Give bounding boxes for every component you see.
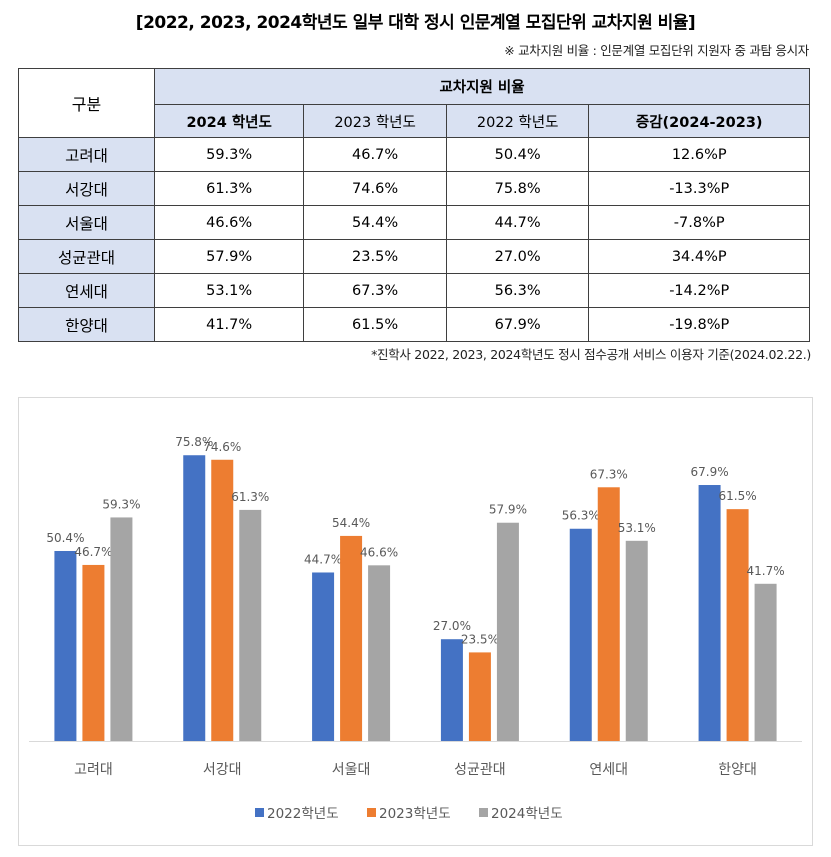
university-cell: 연세대	[18, 273, 155, 308]
data-label: 23.5%	[461, 632, 499, 646]
data-label: 50.4%	[46, 531, 84, 545]
legend-swatch	[255, 808, 264, 817]
ratio-cell-y2022: 44.7%	[445, 205, 590, 240]
definition-note: ※ 교차지원 비율 : 인문계열 모집단위 지원자 중 과탐 응시자	[504, 43, 809, 58]
legend-label: 2022학년도	[267, 806, 339, 822]
table-row: 고려대 59.3% 46.7% 50.4% 12.6%P	[18, 137, 810, 172]
data-label: 61.3%	[231, 490, 269, 504]
x-tick-label: 고려대	[74, 762, 113, 778]
ratio-cell-y2023: 67.3%	[303, 273, 447, 308]
table-row: 성균관대 57.9% 23.5% 27.0% 34.4%P	[18, 239, 810, 274]
data-label: 54.4%	[332, 516, 370, 530]
x-tick-label: 서강대	[203, 762, 242, 778]
ratio-cell-y2024: 41.7%	[153, 307, 305, 342]
bar-2022학년도-성균관대	[440, 639, 463, 741]
ratio-cell-y2024: 57.9%	[153, 239, 305, 274]
header-change: 증감(2024-2023)	[588, 104, 810, 138]
data-label: 67.3%	[590, 467, 628, 481]
ratio-cell-y2022: 27.0%	[445, 239, 590, 274]
legend-swatch	[367, 808, 376, 817]
data-label: 59.3%	[102, 497, 140, 511]
bar-2023학년도-서강대	[211, 459, 234, 741]
change-cell: -19.8%P	[588, 307, 810, 342]
ratio-cell-y2024: 46.6%	[153, 205, 305, 240]
header-2022: 2022 학년도	[445, 104, 590, 138]
data-label: 53.1%	[618, 521, 656, 535]
ratio-cell-y2022: 50.4%	[445, 137, 590, 172]
bar-chart: 50.4%46.7% 59.3% 고려대 75.8%74.6% 61.3% 서강대 44.7…	[29, 435, 802, 822]
bar-2024학년도-한양대	[754, 583, 777, 741]
ratio-cell-y2022: 56.3%	[445, 273, 590, 308]
data-label: 44.7%	[304, 552, 342, 566]
data-label: 57.9%	[489, 503, 527, 517]
ratio-cell-y2023: 46.7%	[303, 137, 447, 172]
bar-2022학년도-고려대	[54, 550, 77, 741]
ratio-cell-y2024: 61.3%	[153, 171, 305, 206]
table-row: 연세대 53.1% 67.3% 56.3% -14.2%P	[18, 273, 810, 308]
ratio-cell-y2022: 67.9%	[445, 307, 590, 342]
header-category: 구분	[18, 68, 155, 138]
bar-2024학년도-연세대	[625, 540, 648, 741]
bar-2023학년도-성균관대	[468, 652, 491, 741]
data-label: 75.8%	[175, 435, 213, 449]
university-cell: 한양대	[18, 307, 155, 342]
legend-label: 2024학년도	[491, 806, 563, 822]
legend-label: 2023학년도	[379, 806, 451, 822]
bar-2023학년도-서울대	[340, 535, 363, 741]
bar-2022학년도-서울대	[312, 572, 335, 741]
source-note: *진학사 2022, 2023, 2024학년도 정시 점수공개 서비스 이용자…	[371, 347, 811, 362]
cross-application-table: 구분 교차지원 비율 2024 학년도 2023 학년도 2022 학년도 증감…	[18, 68, 810, 342]
ratio-cell-y2023: 23.5%	[303, 239, 447, 274]
university-cell: 고려대	[18, 137, 155, 172]
bar-2024학년도-고려대	[110, 517, 133, 741]
change-cell: 34.4%P	[588, 239, 810, 274]
change-cell: -14.2%P	[588, 273, 810, 308]
ratio-cell-y2023: 54.4%	[303, 205, 447, 240]
bar-2022학년도-서강대	[183, 455, 206, 741]
table-row: 서강대 61.3% 74.6% 75.8% -13.3%P	[18, 171, 810, 206]
ratio-cell-y2024: 53.1%	[153, 273, 305, 308]
bar-2023학년도-고려대	[82, 564, 105, 741]
data-label: 27.0%	[433, 619, 471, 633]
change-cell: 12.6%P	[588, 137, 810, 172]
x-tick-label: 서울대	[332, 762, 371, 778]
bar-2022학년도-연세대	[569, 528, 592, 741]
header-ratio: 교차지원 비율	[154, 68, 810, 105]
x-tick-label: 연세대	[589, 762, 628, 778]
data-label: 41.7%	[747, 564, 785, 578]
table-row: 한양대 41.7% 61.5% 67.9% -19.8%P	[18, 307, 810, 342]
x-tick-label: 성균관대	[454, 762, 506, 778]
ratio-cell-y2023: 61.5%	[303, 307, 447, 342]
university-cell: 서강대	[18, 171, 155, 206]
x-tick-label: 한양대	[718, 762, 757, 778]
bar-2023학년도-한양대	[726, 509, 749, 741]
data-label: 61.5%	[719, 489, 757, 503]
legend-swatch	[479, 808, 488, 817]
chart-container: 50.4% 46.7% 59.3% 고려대 75.8% 74.6% 61.3% 서강대 44.7…	[18, 397, 813, 846]
data-label: 46.7%	[74, 545, 112, 559]
bar-2023학년도-연세대	[597, 487, 620, 741]
table-row: 서울대 46.6% 54.4% 44.7% -7.8%P	[18, 205, 810, 240]
bar-2024학년도-서강대	[239, 509, 262, 741]
table-body: 고려대 59.3% 46.7% 50.4% 12.6%P 서강대 61.3% 74.6% 75.…	[18, 137, 810, 342]
ratio-cell-y2022: 75.8%	[445, 171, 590, 206]
change-cell: -13.3%P	[588, 171, 810, 206]
data-label: 56.3%	[562, 509, 600, 523]
change-cell: -7.8%P	[588, 205, 810, 240]
ratio-cell-y2023: 74.6%	[303, 171, 447, 206]
university-cell: 성균관대	[18, 239, 155, 274]
header-2023: 2023 학년도	[303, 104, 447, 138]
data-label: 46.6%	[360, 545, 398, 559]
bar-2024학년도-서울대	[368, 565, 391, 741]
header-2024: 2024 학년도	[153, 104, 305, 138]
data-label: 74.6%	[203, 440, 241, 454]
data-label: 67.9%	[691, 465, 729, 479]
university-cell: 서울대	[18, 205, 155, 240]
bar-2022학년도-한양대	[698, 485, 721, 741]
ratio-cell-y2024: 59.3%	[153, 137, 305, 172]
page-title: [2022, 2023, 2024학년도 일부 대학 정시 인문계열 모집단위 …	[135, 13, 696, 33]
bar-2024학년도-성균관대	[496, 522, 519, 741]
